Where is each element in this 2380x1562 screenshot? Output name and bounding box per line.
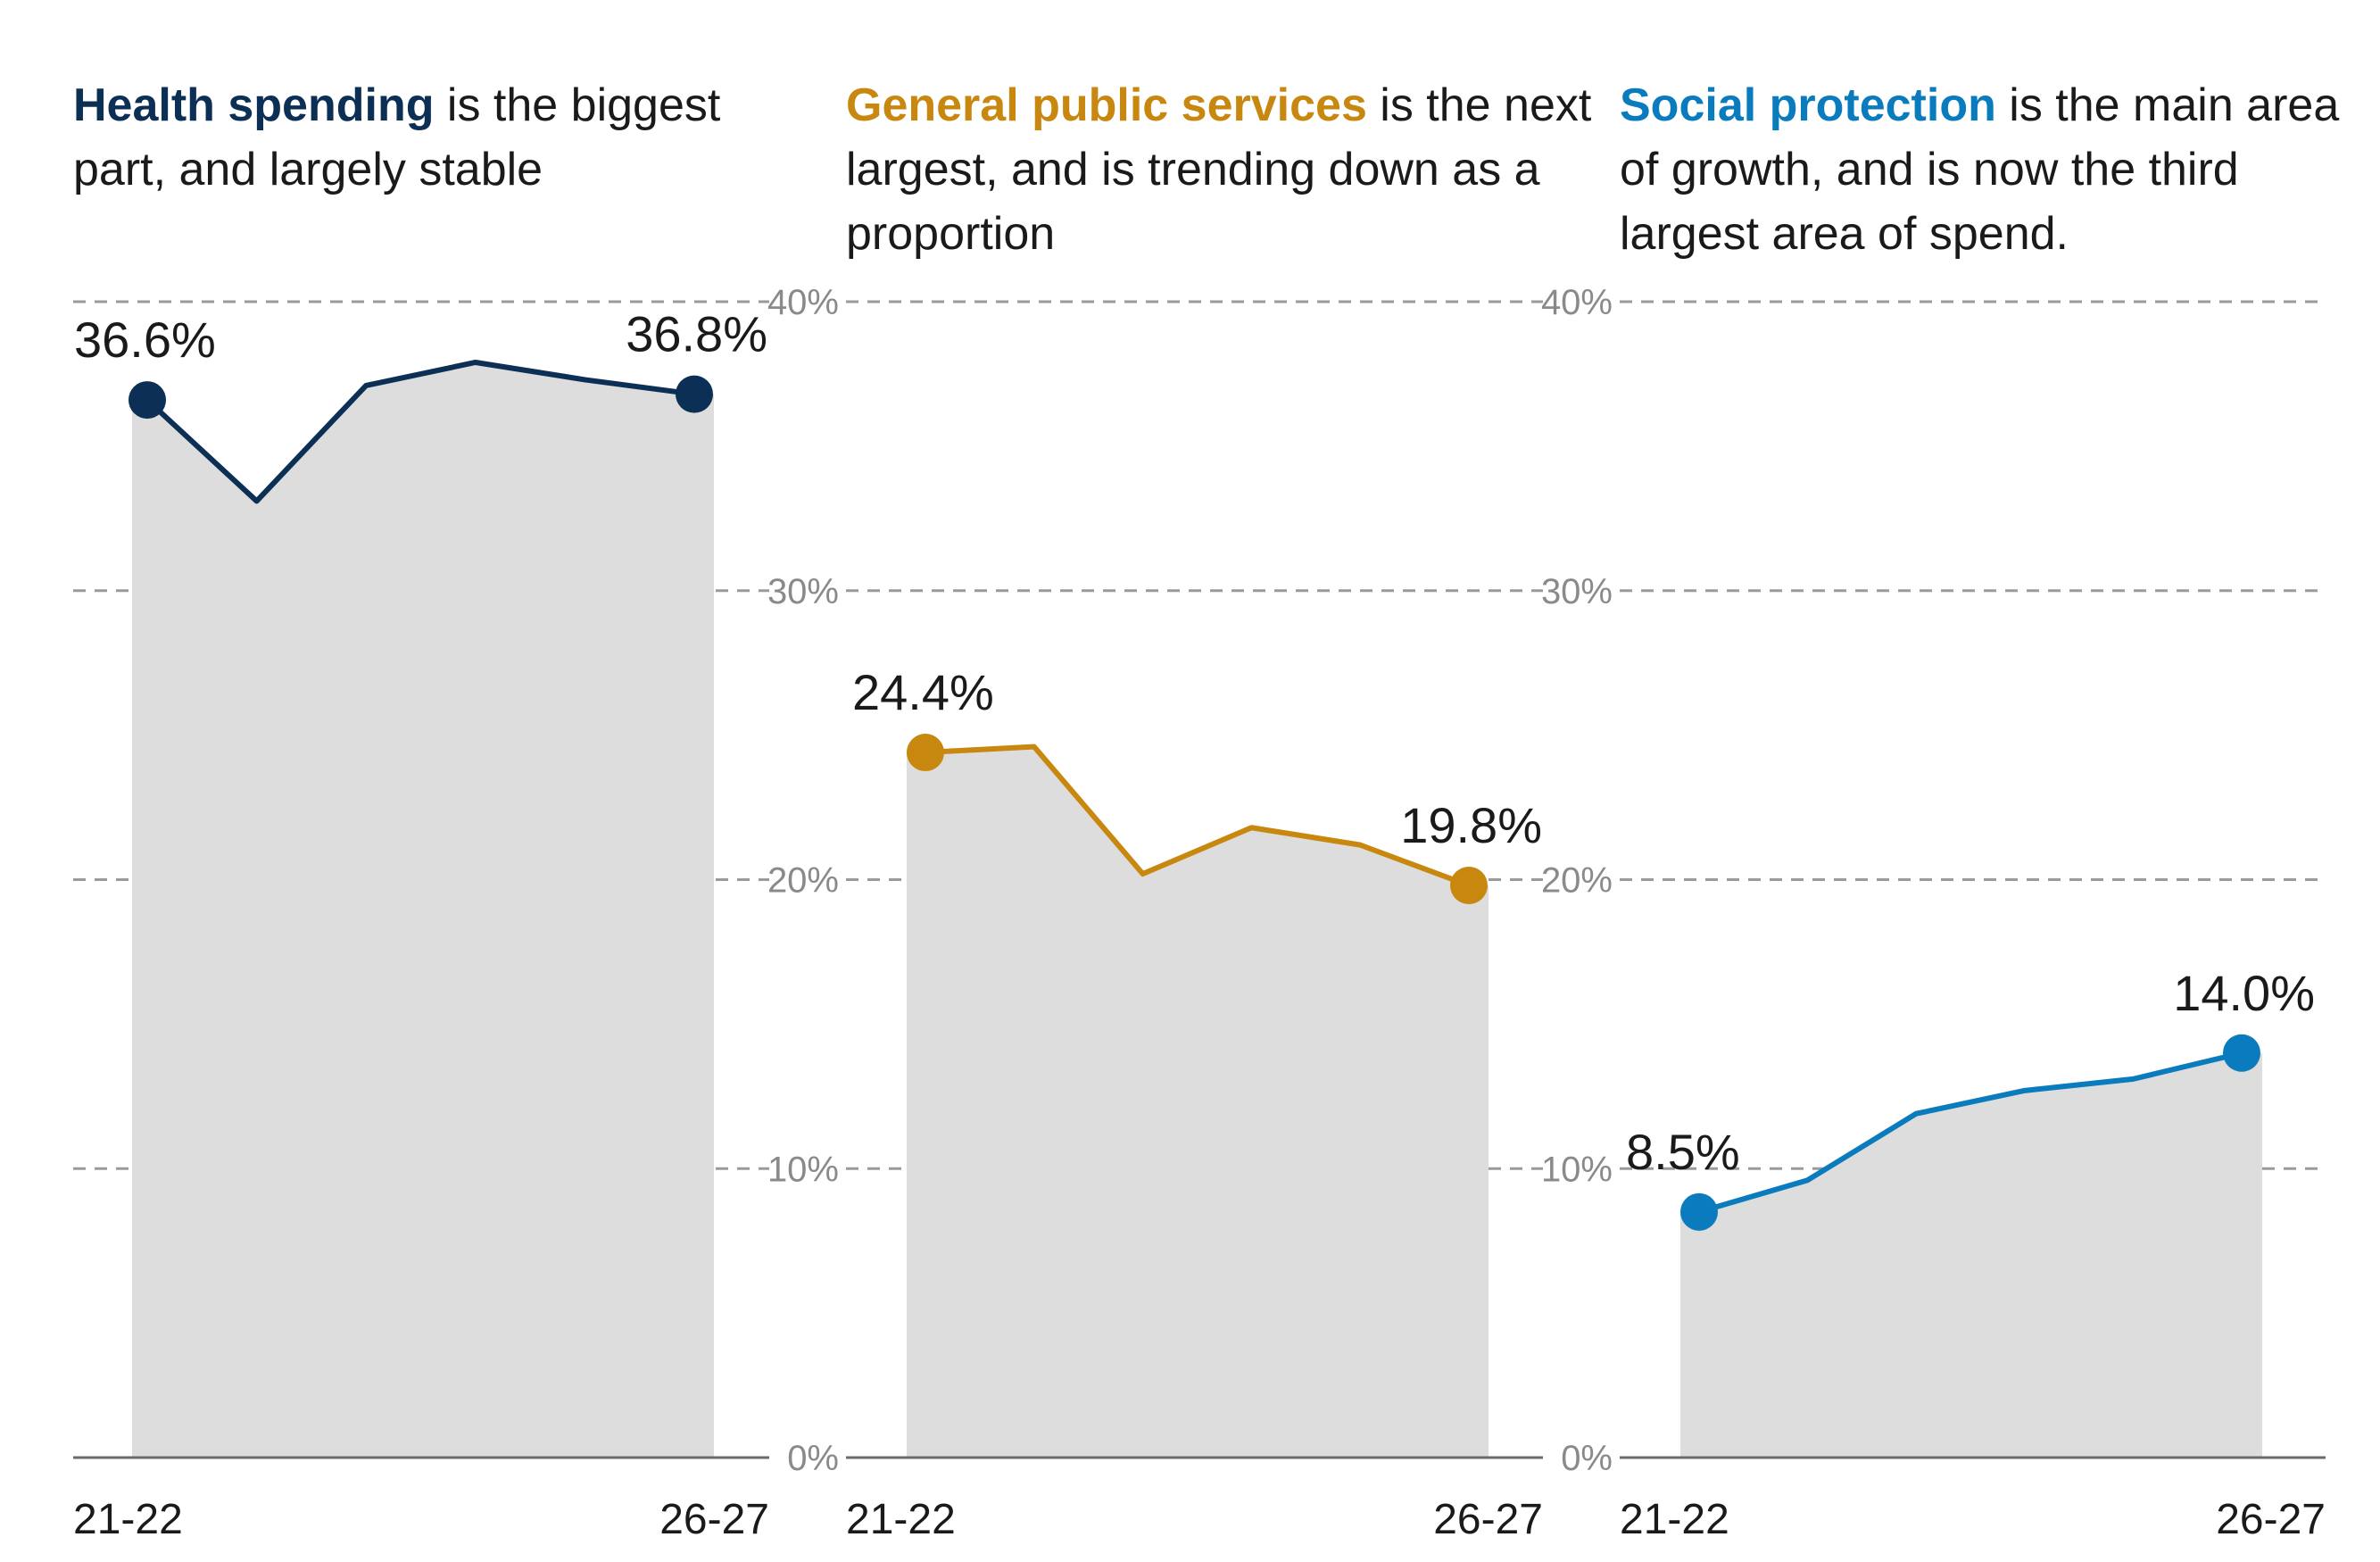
caption-social-highlight: Social protection [1620,79,1996,131]
area-fill [907,746,1489,1458]
start-value-label: 36.6% [74,312,216,368]
caption-health-highlight: Health spending [73,79,435,131]
y-tick-label: 10% [767,1150,839,1189]
x-tick-label-end: 26-27 [659,1496,769,1543]
x-tick-label-start: 21-22 [1620,1496,1729,1543]
series-line [145,359,695,504]
end-point [676,375,713,413]
series-line [925,744,1471,888]
start-value-label: 24.4% [852,664,994,720]
x-tick-label-end: 26-27 [1433,1496,1543,1543]
y-tick-label: 10% [1541,1150,1613,1189]
y-tick-label: 20% [1541,861,1613,901]
x-tick-label-start: 21-22 [846,1496,956,1543]
panel-1: 36.6% 36.8% 21-22 26-27 [73,306,769,1543]
start-point [907,734,944,772]
end-value-label: 19.8% [1400,797,1542,853]
panel-2: 24.4% 19.8% 21-22 26-27 0% 10% 20% 30% 40% [767,283,1543,1543]
y-tick-label: 0% [1561,1439,1613,1478]
end-value-label: 36.8% [626,306,767,362]
caption-social-protection: Social protection is the main area of gr… [1620,73,2369,266]
caption-social-text: is the main area of growth, and is now t… [1620,79,2340,260]
start-value-label: 8.5% [1626,1124,1740,1180]
y-tick-label: 30% [1541,572,1613,611]
caption-health: Health spending is the biggest part, and… [73,73,823,202]
x-tick-label-start: 21-22 [73,1496,183,1543]
caption-health-text: is the biggest part, and largely stable [73,79,721,195]
x-tick-label-end: 26-27 [2216,1496,2326,1543]
y-tick-label: 40% [767,283,839,322]
panel-3: 8.5% 14.0% 21-22 26-27 0% 10% 20% 30% 40% [1541,283,2326,1543]
start-point [1680,1192,1718,1231]
caption-gps-text: is the next largest, and is trending dow… [846,79,1592,260]
end-point [1450,866,1488,904]
area-fill [1680,1052,2262,1458]
y-tick-label: 40% [1541,283,1613,322]
series-line [1698,1050,2243,1215]
caption-gps-highlight: General public services [846,79,1367,131]
caption-general-public-services: General public services is the next larg… [846,73,1596,266]
y-tick-label: 30% [767,572,839,611]
y-tick-label: 20% [767,861,839,901]
y-tick-label: 0% [787,1439,839,1478]
end-point [2223,1034,2260,1072]
area-fill [132,361,714,1458]
start-point [129,381,166,420]
end-value-label: 14.0% [2173,965,2315,1021]
